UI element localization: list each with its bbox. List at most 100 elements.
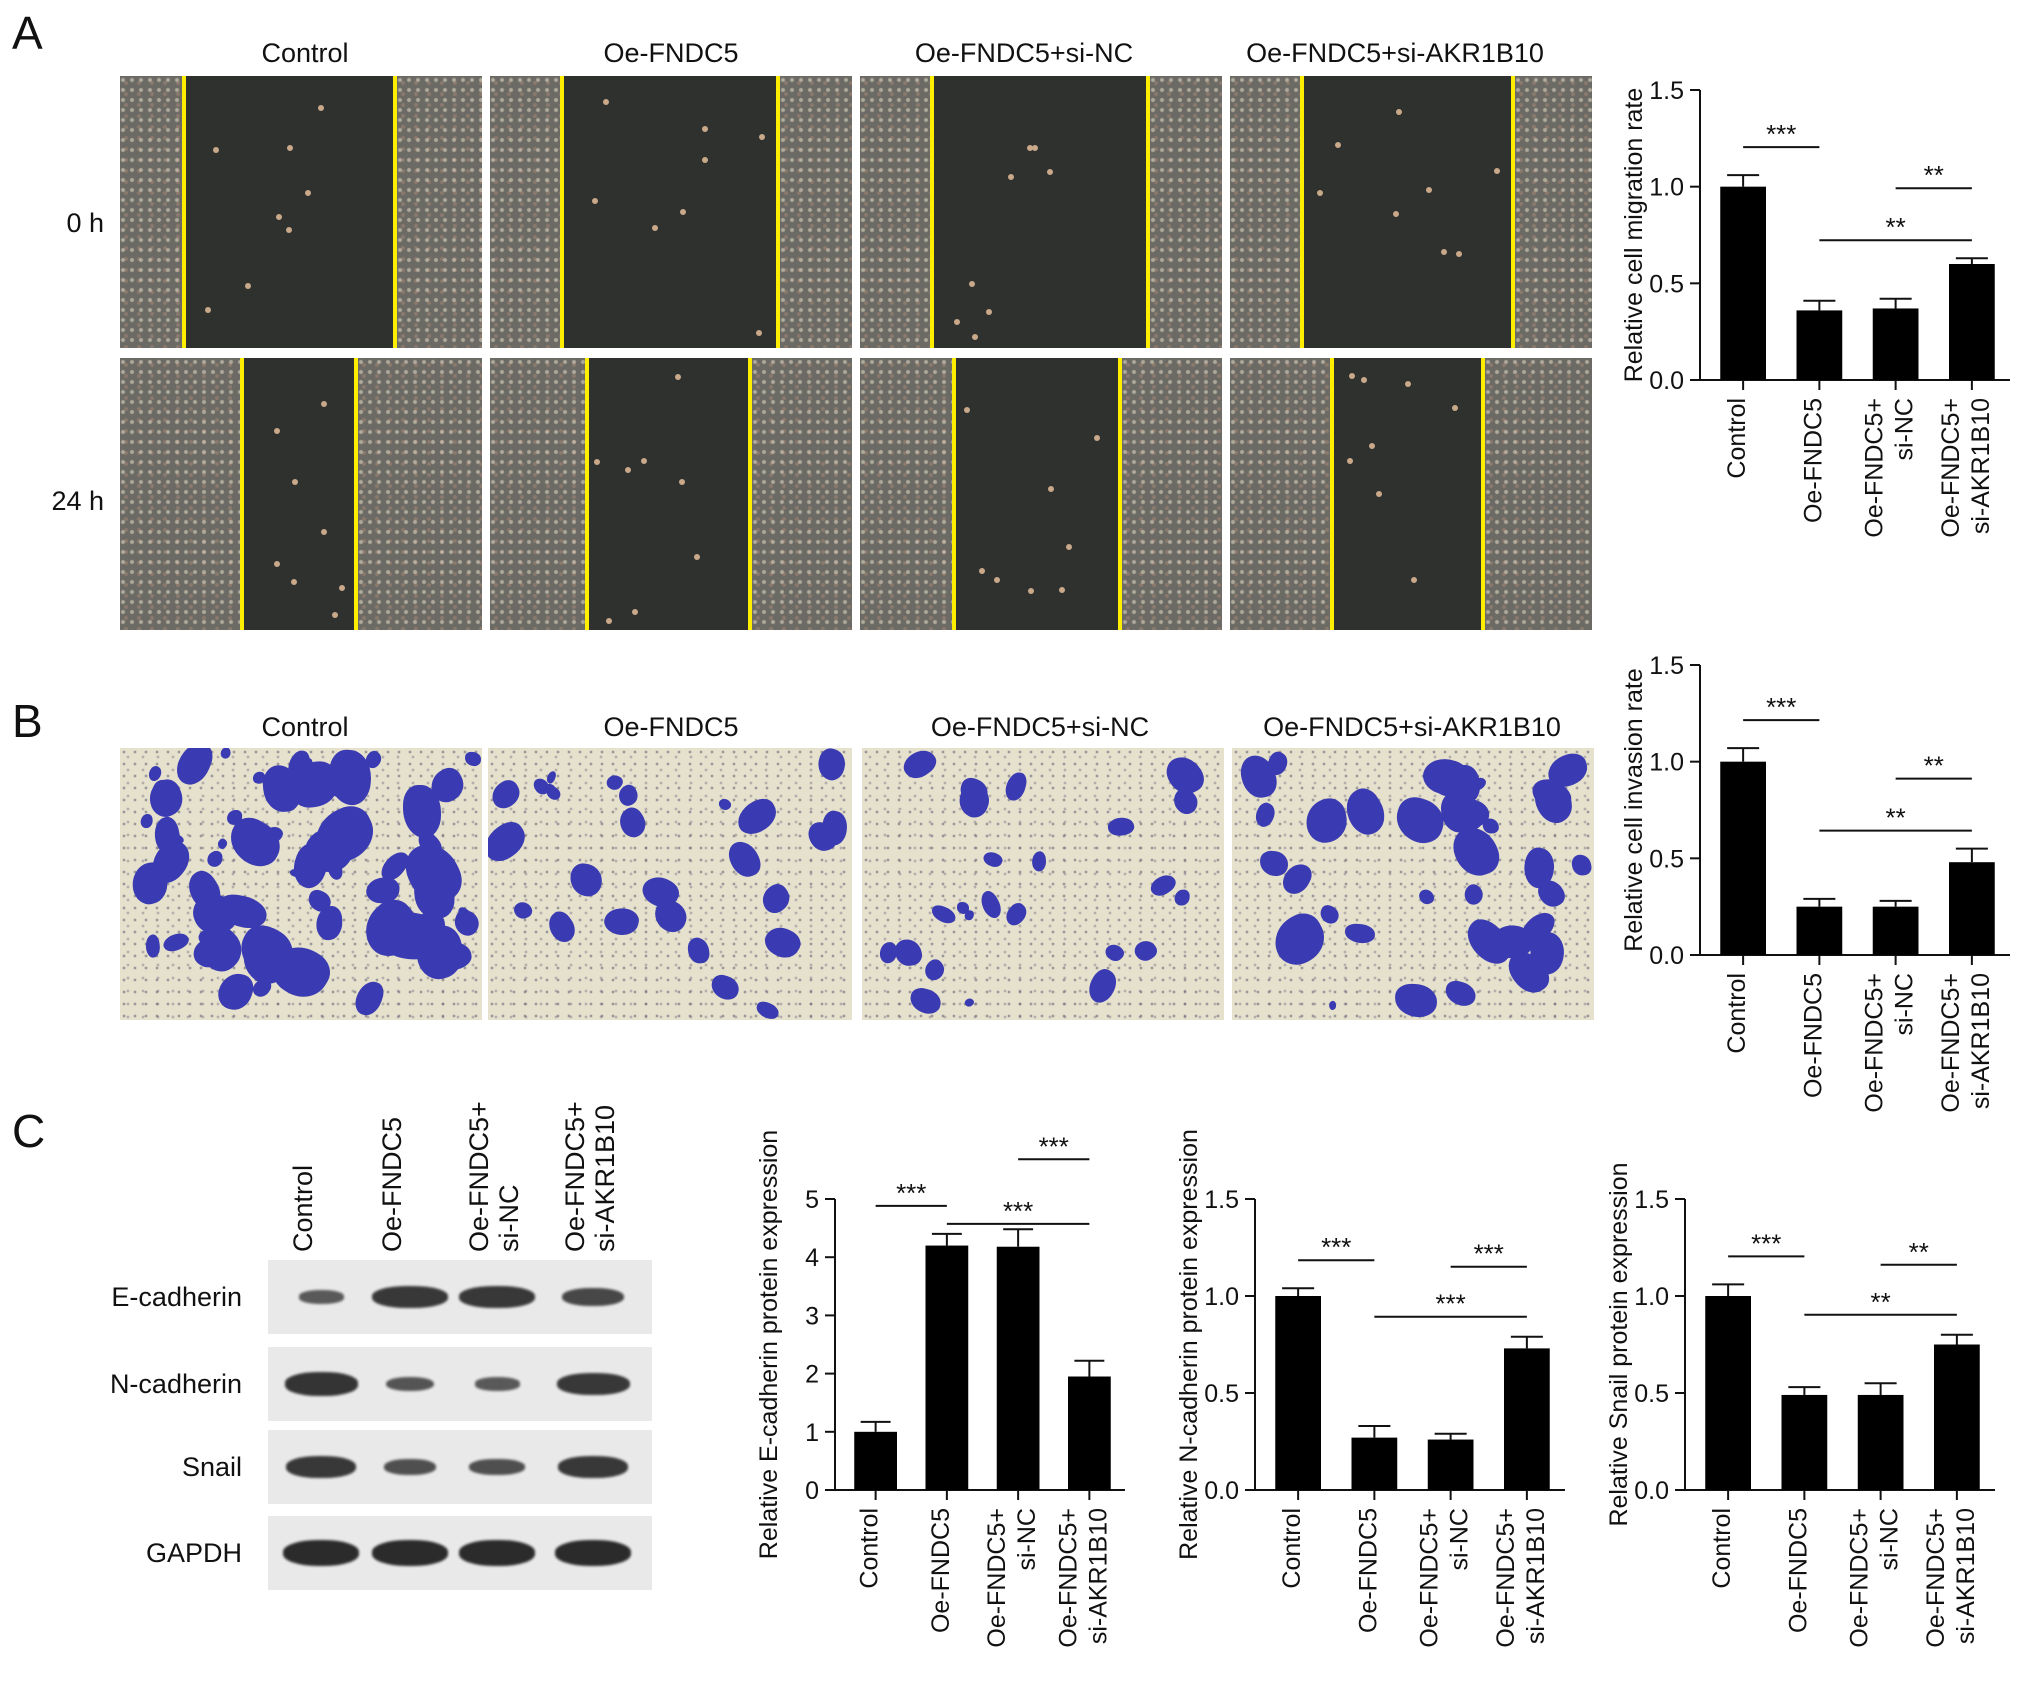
significance-label: ** bbox=[1886, 212, 1906, 242]
bar bbox=[1949, 862, 1995, 955]
floating-cell bbox=[1440, 249, 1447, 256]
row-label-24h: 24 h bbox=[51, 486, 104, 516]
floating-cell bbox=[1455, 250, 1462, 257]
stained-cell-cluster bbox=[1390, 792, 1450, 849]
stained-cell-cluster bbox=[686, 936, 711, 965]
blot-protein-label-2: Snail bbox=[181, 1452, 242, 1482]
x-tick-label: si-AKR1B10 bbox=[1967, 398, 1995, 534]
blot-band bbox=[282, 1539, 360, 1567]
x-tick-label: Control bbox=[1278, 1508, 1306, 1589]
wound-edge-line bbox=[748, 358, 752, 630]
floating-cell bbox=[338, 584, 345, 591]
bar bbox=[1068, 1376, 1111, 1490]
x-tick-label: Control bbox=[1723, 973, 1751, 1054]
floating-cell bbox=[1094, 434, 1101, 441]
y-axis-label: Relative cell migration rate bbox=[1620, 88, 1648, 383]
bar bbox=[996, 1246, 1040, 1490]
wound-edge-line bbox=[952, 358, 956, 630]
cell-monolayer-left bbox=[860, 76, 930, 348]
floating-cell bbox=[274, 561, 281, 568]
scratch-photo-0h-3 bbox=[1230, 76, 1592, 348]
x-tick-label: si-AKR1B10 bbox=[1084, 1508, 1112, 1644]
cell-monolayer-right bbox=[752, 358, 852, 630]
bar bbox=[1705, 1296, 1751, 1490]
wound-edge-line bbox=[1146, 76, 1150, 348]
bar bbox=[1275, 1296, 1321, 1490]
bar bbox=[1872, 308, 1919, 380]
wound-edge-line bbox=[182, 76, 186, 348]
stained-cell-cluster bbox=[1173, 889, 1190, 907]
y-tick-label: 0.5 bbox=[1649, 270, 1684, 298]
floating-cell bbox=[1048, 486, 1055, 493]
floating-cell bbox=[292, 478, 299, 485]
y-tick-label: 0.5 bbox=[1634, 1380, 1669, 1408]
significance-label: *** bbox=[1321, 1232, 1351, 1262]
y-axis-label: Relative N-cadherin protein expression bbox=[1175, 1129, 1203, 1560]
wound-edge-line bbox=[776, 76, 780, 348]
floating-cell bbox=[1375, 491, 1382, 498]
stained-cell-cluster bbox=[898, 748, 941, 785]
floating-cell bbox=[603, 98, 610, 105]
x-tick-label: Oe-FNDC5+ bbox=[1861, 398, 1889, 538]
floating-cell bbox=[245, 282, 252, 289]
wound-edge-line bbox=[930, 76, 934, 348]
stained-cell-cluster bbox=[1460, 881, 1487, 909]
floating-cell bbox=[1027, 144, 1034, 151]
blot-band bbox=[474, 1377, 520, 1391]
floating-cell bbox=[1008, 174, 1015, 181]
significance-label: *** bbox=[1003, 1196, 1033, 1226]
floating-cell bbox=[1334, 142, 1341, 149]
x-tick-label: Oe-FNDC5 bbox=[1799, 398, 1827, 523]
bar bbox=[1720, 186, 1766, 380]
significance-label: ** bbox=[1924, 751, 1944, 781]
floating-cell bbox=[287, 145, 294, 152]
stained-cell-cluster bbox=[567, 860, 605, 899]
y-axis-label: Relative E-cadherin protein expression bbox=[755, 1130, 783, 1559]
floating-cell bbox=[1393, 210, 1400, 217]
significance-label: ** bbox=[1886, 803, 1906, 833]
x-tick-label: Oe-FNDC5+ bbox=[1937, 398, 1965, 538]
stained-cell-cluster bbox=[976, 888, 1006, 921]
y-tick-label: 0 bbox=[805, 1477, 819, 1505]
floating-cell bbox=[994, 577, 1001, 584]
blot-lane-label-1: Oe-FNDC5 bbox=[377, 1116, 407, 1252]
x-tick-label: Oe-FNDC5+ bbox=[1937, 973, 1965, 1113]
significance-label: *** bbox=[1766, 119, 1796, 149]
y-tick-label: 0.5 bbox=[1649, 845, 1684, 873]
stained-cell-cluster bbox=[707, 972, 743, 1004]
blot-band bbox=[558, 1455, 628, 1479]
stained-cell-cluster bbox=[1030, 850, 1048, 872]
floating-cell bbox=[1360, 377, 1367, 384]
wound-edge-line bbox=[393, 76, 397, 348]
wound-edge-line bbox=[1330, 358, 1334, 630]
floating-cell bbox=[972, 334, 979, 341]
floating-cell bbox=[1410, 577, 1417, 584]
y-tick-label: 0.0 bbox=[1634, 1477, 1669, 1505]
blot-strip-2 bbox=[268, 1430, 652, 1504]
x-tick-label: Control bbox=[856, 1508, 884, 1589]
stained-cell-cluster bbox=[920, 956, 948, 984]
floating-cell bbox=[318, 105, 325, 112]
y-tick-label: 1.0 bbox=[1634, 1283, 1669, 1311]
significance-label: *** bbox=[1751, 1228, 1781, 1258]
scratch-photo-24h-0 bbox=[120, 358, 482, 630]
floating-cell bbox=[624, 467, 631, 474]
stained-cell-cluster bbox=[879, 941, 898, 963]
stained-cell-cluster bbox=[963, 909, 975, 922]
panel-letter-a: A bbox=[12, 7, 43, 59]
stained-cell-cluster bbox=[206, 850, 223, 867]
y-tick-label: 1.5 bbox=[1649, 77, 1684, 105]
e-cadherin-chart: 0 1 2 3 4 5 Relative E-cadherin protein expres… bbox=[755, 1130, 1125, 1648]
significance-label: ** bbox=[1909, 1237, 1929, 1267]
floating-cell bbox=[606, 617, 613, 624]
scratch-photo-0h-1 bbox=[490, 76, 852, 348]
y-tick-label: 1.5 bbox=[1204, 1186, 1239, 1214]
col-label-oe-fndc5-si-akr1b10: Oe-FNDC5+si-AKR1B10 bbox=[1246, 38, 1544, 68]
stained-cell-cluster bbox=[315, 905, 344, 942]
blot-protein-label-1: N-cadherin bbox=[109, 1369, 242, 1399]
floating-cell bbox=[285, 227, 292, 234]
col-label-oe-fndc5-si-nc: Oe-FNDC5+si-NC bbox=[914, 38, 1134, 68]
x-tick-label: si-NC bbox=[1891, 398, 1919, 461]
